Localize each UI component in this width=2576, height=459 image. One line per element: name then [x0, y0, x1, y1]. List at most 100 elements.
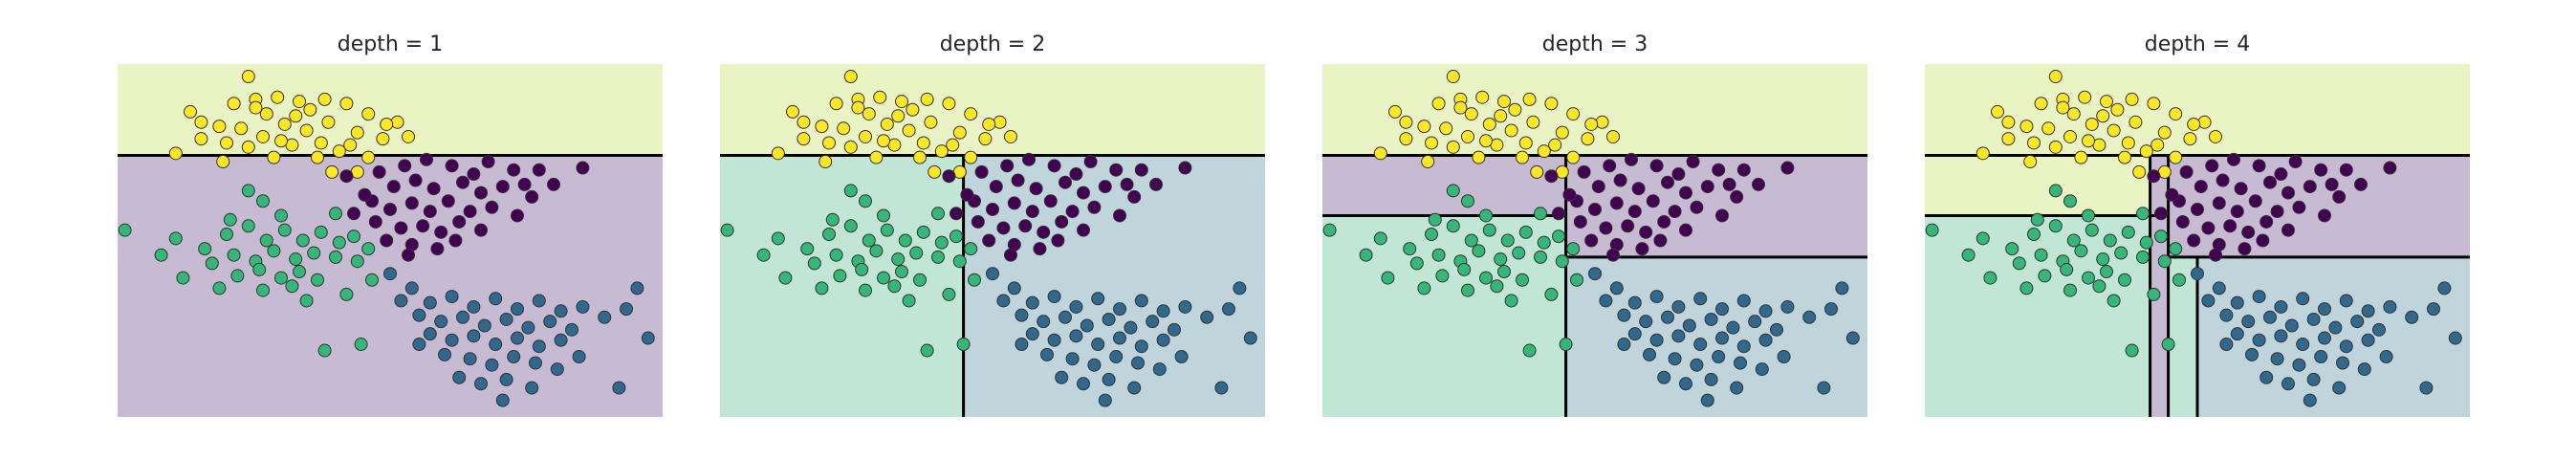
class-3-point: [1464, 107, 1478, 121]
class-3-point: [1482, 117, 1496, 131]
class-1-point: [1134, 294, 1148, 308]
class-2-point: [2172, 273, 2186, 287]
class-0-point: [386, 180, 401, 194]
panel-title: depth = 1: [338, 33, 443, 56]
class-3-point: [2001, 132, 2016, 146]
class-0-point: [1603, 159, 1617, 173]
class-1-point: [630, 281, 644, 295]
class-1-point: [1690, 358, 1704, 372]
class-3-point: [311, 150, 324, 164]
class-1-point: [1679, 377, 1692, 391]
class-2-point: [1464, 233, 1478, 248]
class-2-point: [176, 271, 190, 285]
class-3-point: [361, 150, 376, 164]
class-1-point: [554, 333, 568, 347]
class-1-point: [1736, 339, 1751, 354]
class-0-point: [2281, 223, 2295, 237]
class-2-point: [347, 230, 360, 244]
class-3-point: [2063, 129, 2077, 143]
class-3-point: [1518, 136, 1533, 150]
class-3-point: [1581, 132, 1595, 146]
class-2-point: [909, 246, 924, 260]
class-2-point: [168, 231, 183, 246]
class-3-point: [1439, 121, 1453, 136]
class-0-point: [1646, 194, 1660, 208]
class-2-point: [778, 271, 793, 285]
class-1-point: [576, 299, 590, 314]
class-0-point: [2263, 175, 2277, 189]
class-2-point: [2034, 248, 2048, 262]
class-0-point: [1113, 208, 1126, 223]
class-2-point: [1961, 248, 1976, 262]
class-2-point: [720, 223, 734, 237]
class-3-point: [851, 100, 865, 115]
class-3-point: [184, 104, 197, 119]
class-3-point: [797, 115, 811, 129]
class-0-point: [517, 177, 532, 191]
class-0-point: [2292, 200, 2306, 214]
class-0-point: [2259, 214, 2274, 229]
class-1-point: [1168, 322, 1181, 337]
class-1-point: [1715, 331, 1729, 345]
class-2-point: [212, 281, 227, 295]
class-2-point: [2169, 242, 2183, 256]
decision-region: [1322, 64, 1867, 156]
class-0-point: [1606, 248, 1620, 262]
panel-depth-2: depth = 2: [720, 33, 1265, 417]
class-0-point: [1625, 152, 1638, 166]
class-3-point: [822, 136, 836, 150]
class-1-point: [2296, 338, 2310, 352]
class-1-point: [525, 381, 539, 395]
class-1-point: [485, 358, 499, 372]
class-1-point: [2292, 358, 2306, 372]
class-1-point: [2350, 315, 2365, 329]
class-1-point: [445, 290, 459, 304]
class-3-point: [2074, 150, 2088, 164]
class-2-point: [2082, 208, 2095, 223]
class-1-point: [1233, 281, 1247, 295]
class-1-point: [2245, 347, 2259, 361]
class-0-point: [547, 177, 560, 191]
class-0-point: [2154, 207, 2168, 221]
class-3-point: [303, 102, 317, 117]
class-3-point: [241, 70, 255, 84]
class-3-point: [771, 146, 785, 161]
class-0-point: [445, 159, 459, 173]
class-3-point: [1388, 104, 1402, 119]
class-0-point: [2325, 177, 2339, 191]
class-2-point: [314, 225, 328, 239]
class-3-point: [2121, 136, 2135, 150]
class-0-point: [942, 169, 956, 184]
class-3-point: [259, 107, 273, 121]
class-1-point: [412, 338, 426, 352]
class-2-point: [285, 279, 299, 294]
class-3-point: [1530, 164, 1544, 179]
class-0-point: [404, 196, 419, 210]
class-0-point: [347, 207, 360, 221]
class-1-point: [1077, 377, 1090, 391]
class-2-point: [267, 244, 281, 258]
class-0-point: [1712, 163, 1726, 177]
class-2-point: [317, 343, 332, 358]
class-3-point: [1004, 129, 1017, 143]
class-3-point: [2078, 90, 2092, 104]
class-2-point: [365, 273, 379, 287]
class-0-point: [467, 167, 481, 182]
panel-title: depth = 3: [1542, 33, 1648, 56]
class-3-point: [2034, 97, 2048, 111]
class-1-point: [1152, 362, 1167, 377]
class-0-point: [2241, 225, 2256, 239]
class-1-point: [489, 292, 503, 306]
class-1-point: [1134, 339, 1148, 354]
class-2-point: [902, 294, 916, 308]
class-0-point: [1059, 175, 1072, 189]
decision-region: [720, 64, 1265, 156]
class-1-point: [2306, 312, 2321, 326]
class-0-point: [2288, 155, 2303, 169]
class-0-point: [2230, 205, 2244, 219]
class-3-point: [1548, 138, 1562, 152]
class-0-point: [1736, 163, 1751, 177]
class-2-point: [339, 287, 354, 301]
class-2-point: [859, 283, 872, 297]
class-2-point: [931, 207, 945, 221]
